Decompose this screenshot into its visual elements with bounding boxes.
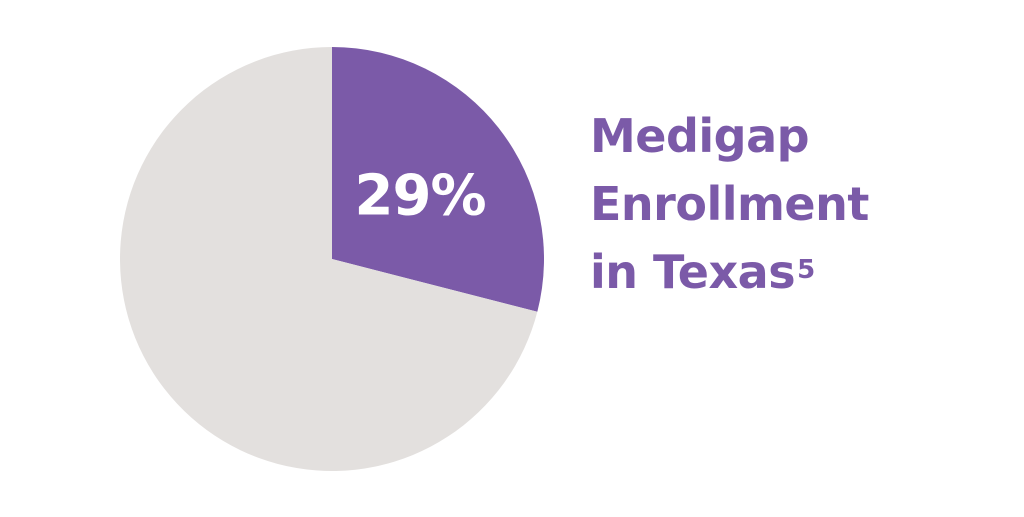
pie-slice-labels: 29% bbox=[355, 163, 487, 228]
chart-title: Medigap Enrollment in Texas5 bbox=[590, 102, 1010, 306]
chart-title-line-3-text: in Texas bbox=[590, 245, 796, 299]
pie-slices bbox=[120, 47, 544, 472]
chart-title-footnote: 5 bbox=[797, 255, 815, 285]
pie-slice-2 bbox=[120, 47, 538, 472]
chart-title-line-2: Enrollment bbox=[590, 177, 869, 231]
chart-title-line-3: in Texas5 bbox=[590, 238, 1010, 306]
pie-slice-1 bbox=[332, 47, 544, 312]
chart-title-line-1: Medigap bbox=[590, 109, 810, 163]
pie-slice-label-1: 29% bbox=[355, 163, 486, 228]
